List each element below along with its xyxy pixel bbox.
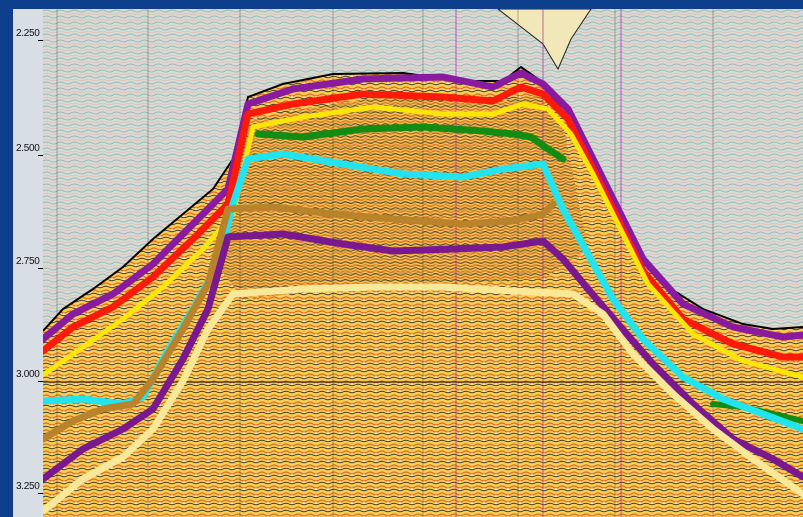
- axis-label-2500: 2.500: [16, 143, 40, 154]
- seismic-image: [43, 9, 803, 517]
- horizon-yellow: [43, 101, 803, 380]
- axis-label-2250: 2.250: [16, 28, 40, 39]
- time-axis: [13, 9, 43, 517]
- horizon-purple-lower: [43, 230, 803, 483]
- axis-label-3250: 3.250: [16, 481, 40, 492]
- axis-label-3000: 3.000: [16, 369, 40, 380]
- horizon-red: [43, 83, 803, 361]
- horizon-purple: [43, 69, 803, 343]
- axis-tick: [38, 493, 44, 494]
- horizon-green: [254, 123, 567, 163]
- axis-tick: [38, 155, 44, 156]
- axis-tick: [38, 40, 44, 41]
- axis-tick: [38, 381, 44, 382]
- upper-wedge: [497, 9, 592, 71]
- horizon-pale-yellow: [43, 283, 803, 515]
- axis-tick: [38, 268, 44, 269]
- horizon-brown: [43, 200, 557, 443]
- axis-label-2750: 2.750: [16, 256, 40, 267]
- seismic-section: [43, 9, 803, 517]
